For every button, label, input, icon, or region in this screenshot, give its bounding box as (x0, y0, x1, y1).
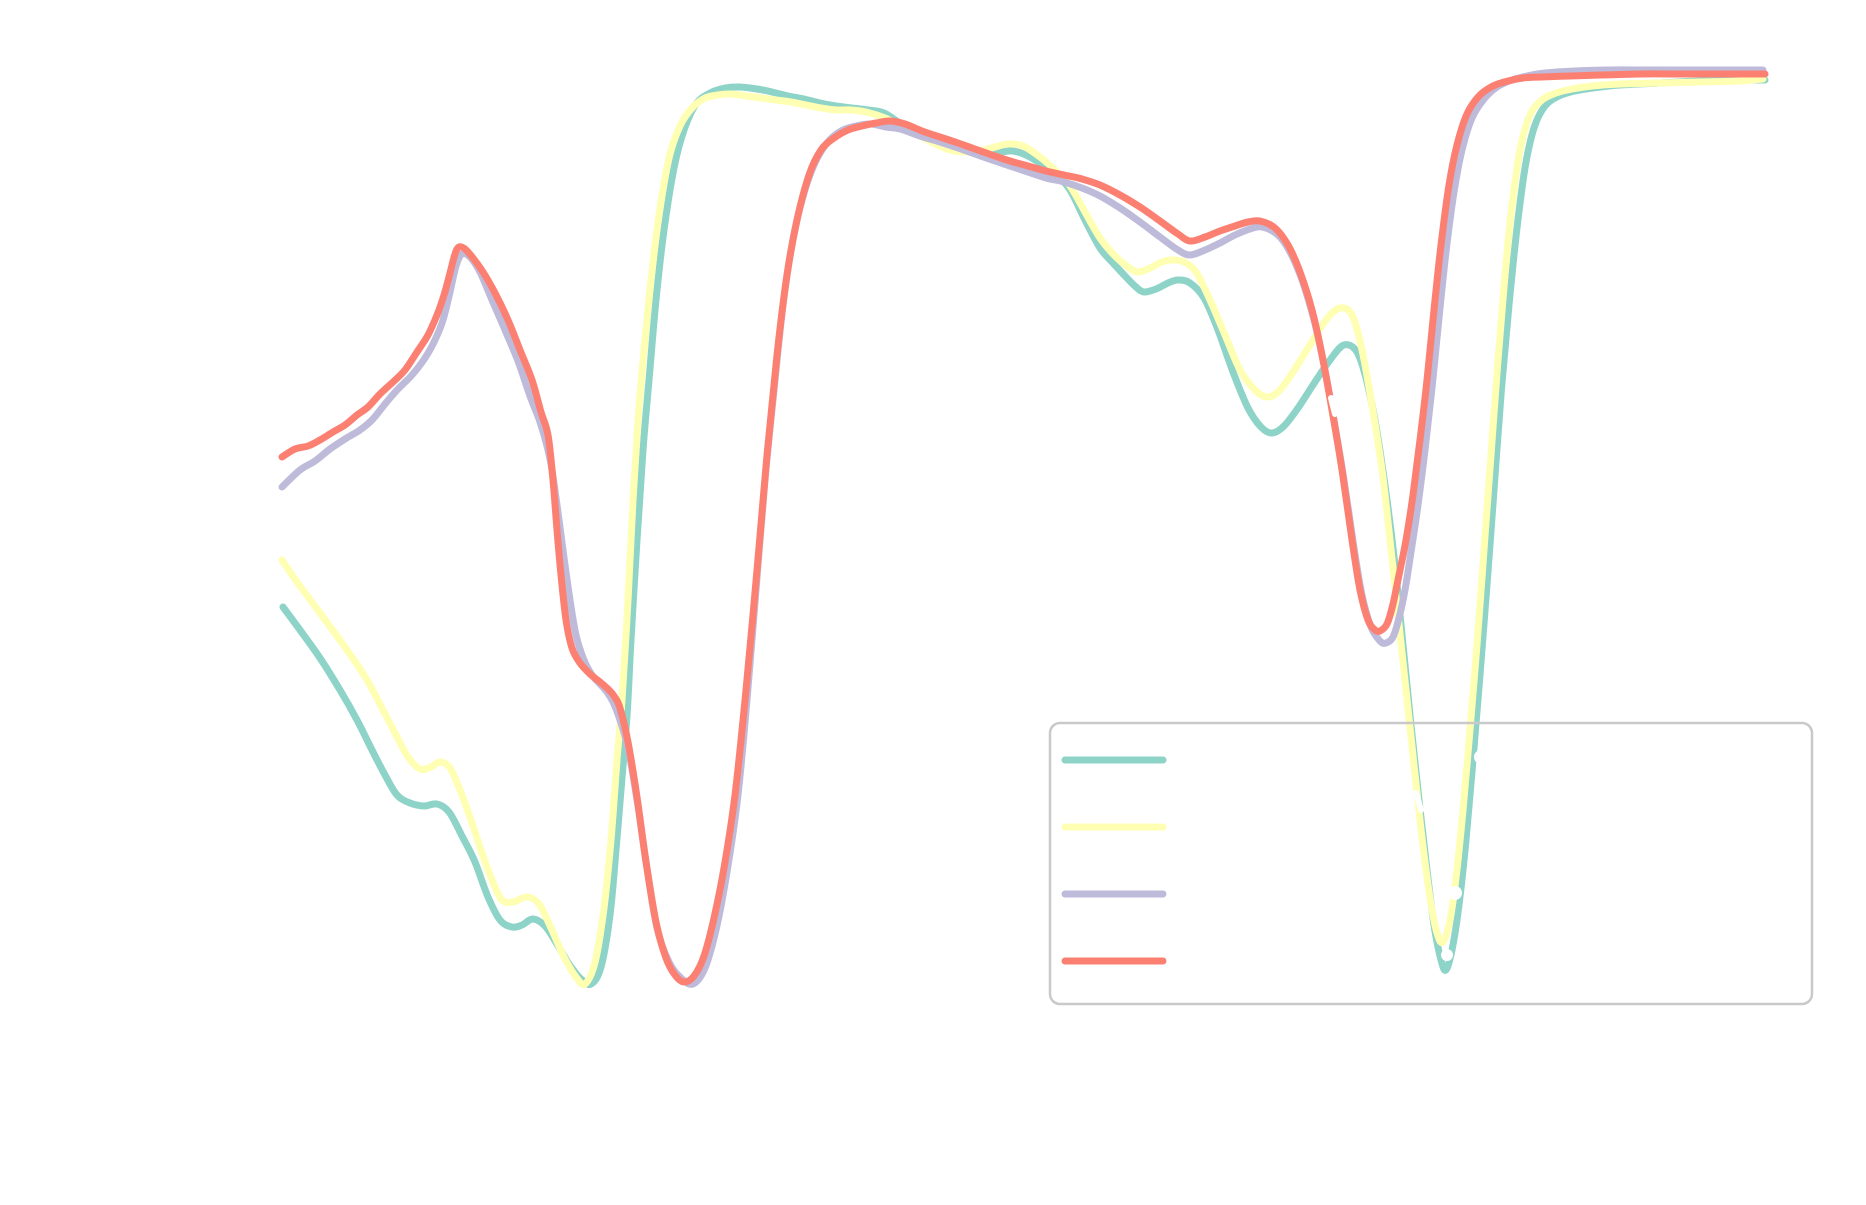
series-3-curve (278, 66, 1767, 988)
white-glyph-gap-2 (1474, 750, 1488, 764)
white-glyph-gap-1 (1522, 755, 1544, 777)
white-glyph-gap-3 (1448, 886, 1462, 900)
series-1-curve (279, 76, 1769, 989)
curves-layer (278, 66, 1769, 989)
legend-box (1048, 721, 1814, 1006)
series-2-curve (278, 75, 1767, 989)
white-text-artifacts-layer (1328, 395, 1544, 961)
white-glyph-gap-6 (1328, 395, 1338, 417)
series-4-curve (278, 70, 1769, 986)
legend (1048, 721, 1814, 1006)
white-glyph-gap-5 (1413, 790, 1424, 813)
white-glyph-gap-4 (1441, 949, 1453, 961)
